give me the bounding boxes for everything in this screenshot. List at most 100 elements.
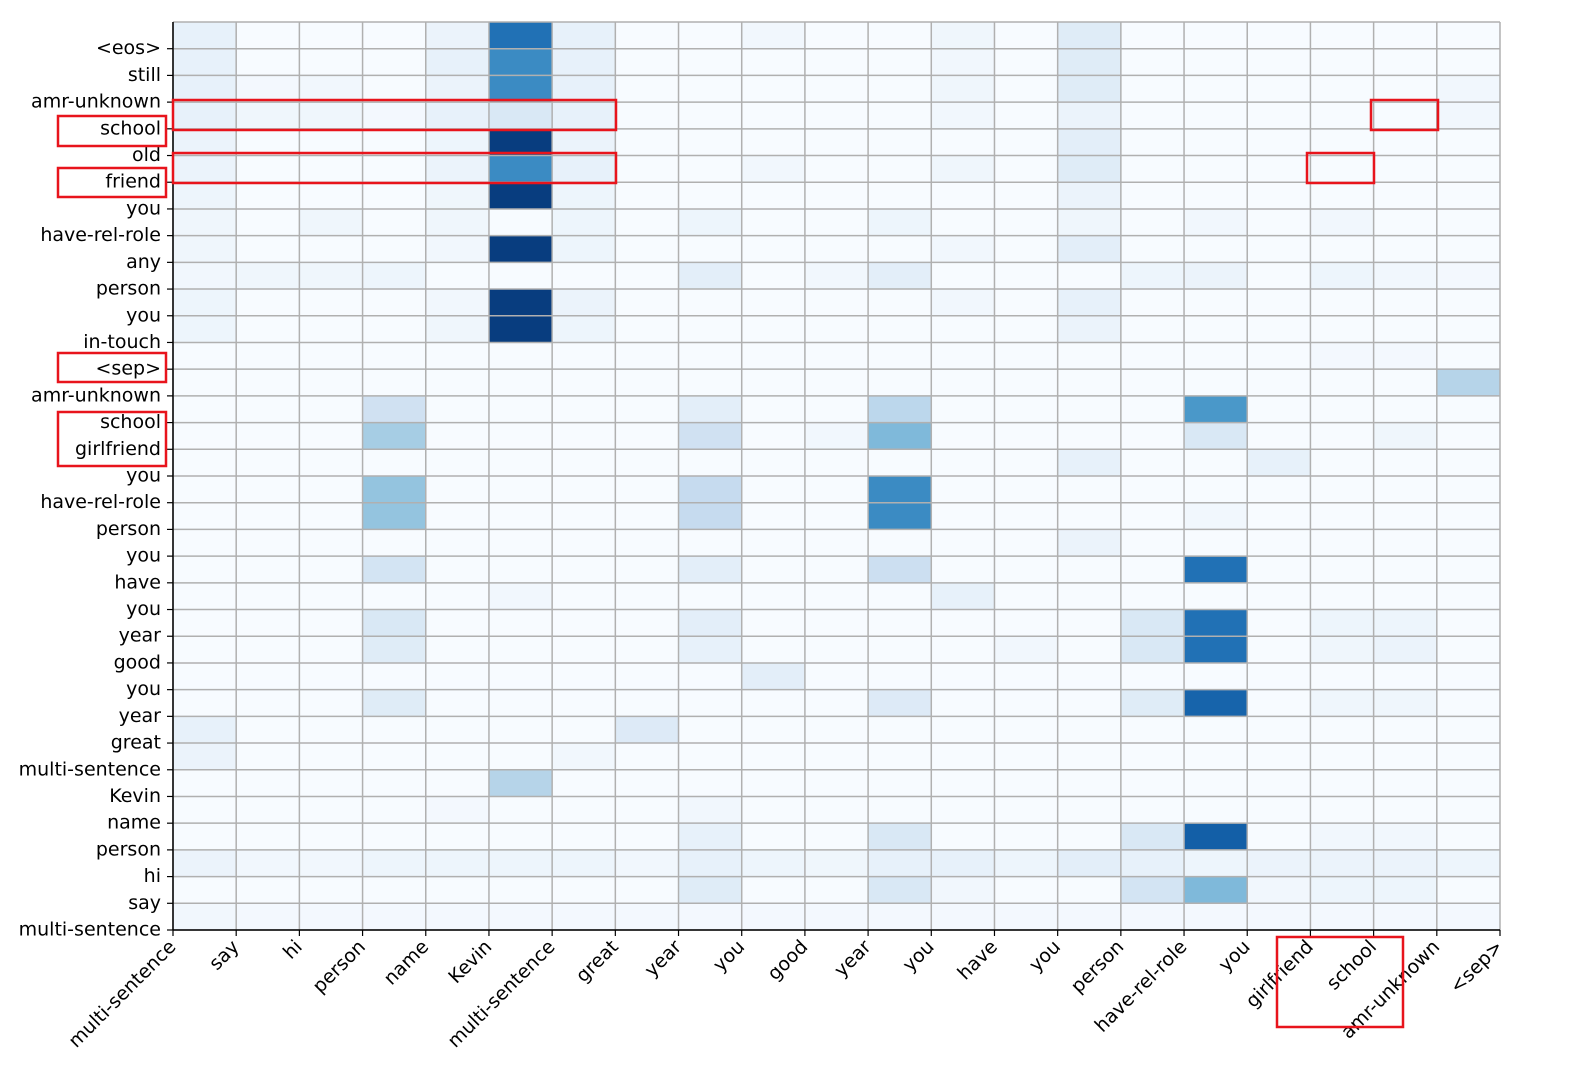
cell: [1373, 155, 1437, 183]
cell: [678, 369, 742, 396]
cell: [1057, 102, 1121, 129]
cell: [868, 476, 932, 503]
cell: [236, 903, 300, 930]
cell: [362, 903, 426, 930]
cell: [931, 315, 995, 343]
cell: [741, 849, 805, 877]
cell: [1373, 796, 1437, 824]
cell: [1247, 48, 1311, 76]
cell: [1373, 342, 1437, 370]
cell: [931, 235, 995, 263]
cell: [1373, 582, 1437, 610]
cell: [552, 342, 616, 370]
cell: [173, 689, 237, 717]
cell: [425, 476, 489, 503]
cell: [173, 22, 237, 49]
x-tick-label: say: [205, 936, 244, 975]
cell: [236, 48, 300, 76]
cell: [615, 155, 679, 183]
cell: [1310, 609, 1374, 637]
cell: [173, 262, 237, 290]
highlight-box: [1369, 98, 1440, 132]
cell: [1436, 556, 1500, 583]
cell: [1184, 235, 1248, 263]
cell: [931, 769, 995, 797]
cell: [236, 75, 300, 103]
cell: [741, 502, 805, 530]
y-tick-label: you: [126, 598, 161, 620]
cell: [173, 609, 237, 637]
y-tick-label: amr-unknown: [31, 384, 161, 406]
cell: [425, 369, 489, 396]
cell: [299, 636, 363, 663]
cell: [994, 636, 1058, 663]
cell: [741, 689, 805, 717]
cell: [1247, 796, 1311, 824]
cell: [1310, 262, 1374, 290]
cell: [1310, 636, 1374, 663]
cell: [931, 689, 995, 717]
cell: [299, 529, 363, 557]
cell: [1310, 476, 1374, 503]
cell: [1436, 395, 1500, 423]
cell: [804, 369, 869, 396]
cell: [236, 128, 300, 156]
cell: [1184, 716, 1248, 744]
cell: [236, 689, 300, 717]
cell: [741, 155, 805, 183]
cell: [1247, 582, 1311, 610]
cell: [173, 849, 237, 877]
y-tick-label: Kevin: [109, 785, 161, 807]
cell: [678, 796, 742, 824]
cell: [362, 769, 426, 797]
cell: [1247, 502, 1311, 530]
cell: [236, 262, 300, 290]
cell: [804, 182, 869, 209]
cell: [1184, 636, 1248, 663]
cell: [1120, 369, 1185, 396]
cell: [678, 449, 742, 476]
cell: [741, 369, 805, 396]
cell: [804, 876, 869, 904]
cell: [741, 182, 805, 209]
cell: [1436, 502, 1500, 530]
cell: [1184, 395, 1248, 423]
cell: [1184, 155, 1248, 183]
cell: [678, 315, 742, 343]
cell: [1436, 342, 1500, 370]
x-tick-label: hi: [279, 936, 307, 964]
cell: [931, 75, 995, 103]
cell: [236, 716, 300, 744]
cell: [552, 128, 616, 156]
cell: [931, 449, 995, 476]
cell: [1057, 529, 1121, 557]
cell: [299, 849, 363, 877]
cell: [488, 262, 553, 290]
cell: [868, 609, 932, 637]
cell: [1184, 128, 1248, 156]
cell: [1373, 262, 1437, 290]
cell: [804, 342, 869, 370]
cell: [488, 48, 553, 76]
cell: [868, 582, 932, 610]
cell: [173, 769, 237, 797]
cell: [1120, 449, 1185, 476]
cell: [678, 662, 742, 690]
cell: [1373, 769, 1437, 797]
cell: [741, 342, 805, 370]
cell: [1310, 743, 1374, 770]
cell: [994, 395, 1058, 423]
cell: [173, 903, 237, 930]
cell: [994, 48, 1058, 76]
cell: [552, 476, 616, 503]
cell: [994, 22, 1058, 49]
cell: [615, 796, 679, 824]
cell: [425, 262, 489, 290]
cell: [615, 636, 679, 663]
highlight-box: [56, 114, 168, 148]
cell: [741, 128, 805, 156]
cell: [1120, 422, 1185, 450]
cell: [931, 369, 995, 396]
cell: [1247, 689, 1311, 717]
cell: [994, 315, 1058, 343]
